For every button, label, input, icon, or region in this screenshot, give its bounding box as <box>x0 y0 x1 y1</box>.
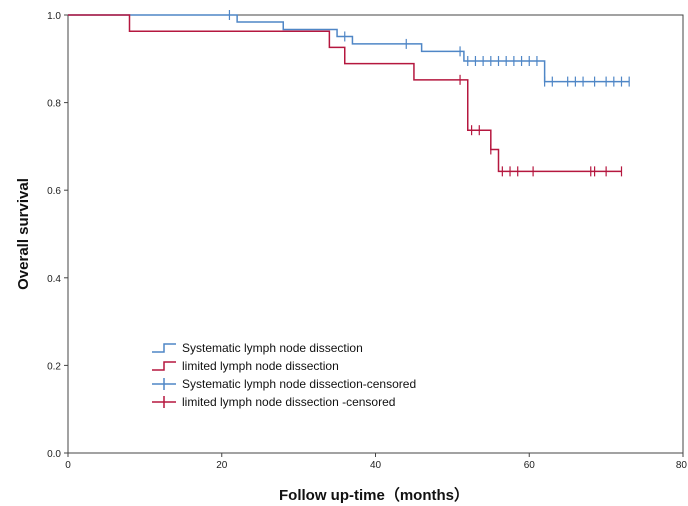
legend-item-1: limited lymph node dissection <box>152 359 339 373</box>
y-tick-label: 0.8 <box>47 99 61 110</box>
y-tick-label: 0.2 <box>47 361 61 372</box>
y-tick-label: 0.4 <box>47 274 61 285</box>
y-tick-label: 0.0 <box>47 449 61 460</box>
series-0 <box>68 10 630 87</box>
legend-swatch-step <box>152 343 176 353</box>
legend-label: limited lymph node dissection <box>182 359 339 373</box>
legend: Systematic lymph node dissection limited … <box>152 341 416 409</box>
series-1 <box>68 14 623 177</box>
y-tick-label: 1.0 <box>47 11 61 22</box>
y-axis-title: Overall survival <box>15 178 32 290</box>
legend-item-0: Systematic lymph node dissection <box>152 341 363 355</box>
x-tick-label: 80 <box>676 460 688 471</box>
legend-item-3: limited lymph node dissection -censored <box>152 395 395 409</box>
x-axis-title: Follow up-time（months） <box>279 486 469 504</box>
x-tick-label: 0 <box>65 460 71 471</box>
survival-curve-0 <box>68 14 630 83</box>
legend-label: limited lymph node dissection -censored <box>182 395 395 409</box>
x-tick-label: 60 <box>524 460 536 471</box>
legend-item-2: Systematic lymph node dissection-censore… <box>152 377 416 391</box>
series-layer <box>68 10 630 177</box>
y-tick-label: 0.6 <box>47 186 61 197</box>
x-tick-label: 20 <box>216 460 228 471</box>
legend-label: Systematic lymph node dissection-censore… <box>182 377 416 391</box>
legend-label: Systematic lymph node dissection <box>182 341 363 355</box>
legend-swatch-step <box>152 361 176 371</box>
survival-curve-1 <box>68 14 622 173</box>
x-tick-label: 40 <box>370 460 382 471</box>
axes-layer: 0 20 40 60 80 0.0 0.2 0.4 0.6 0.8 1.0 <box>47 11 687 471</box>
